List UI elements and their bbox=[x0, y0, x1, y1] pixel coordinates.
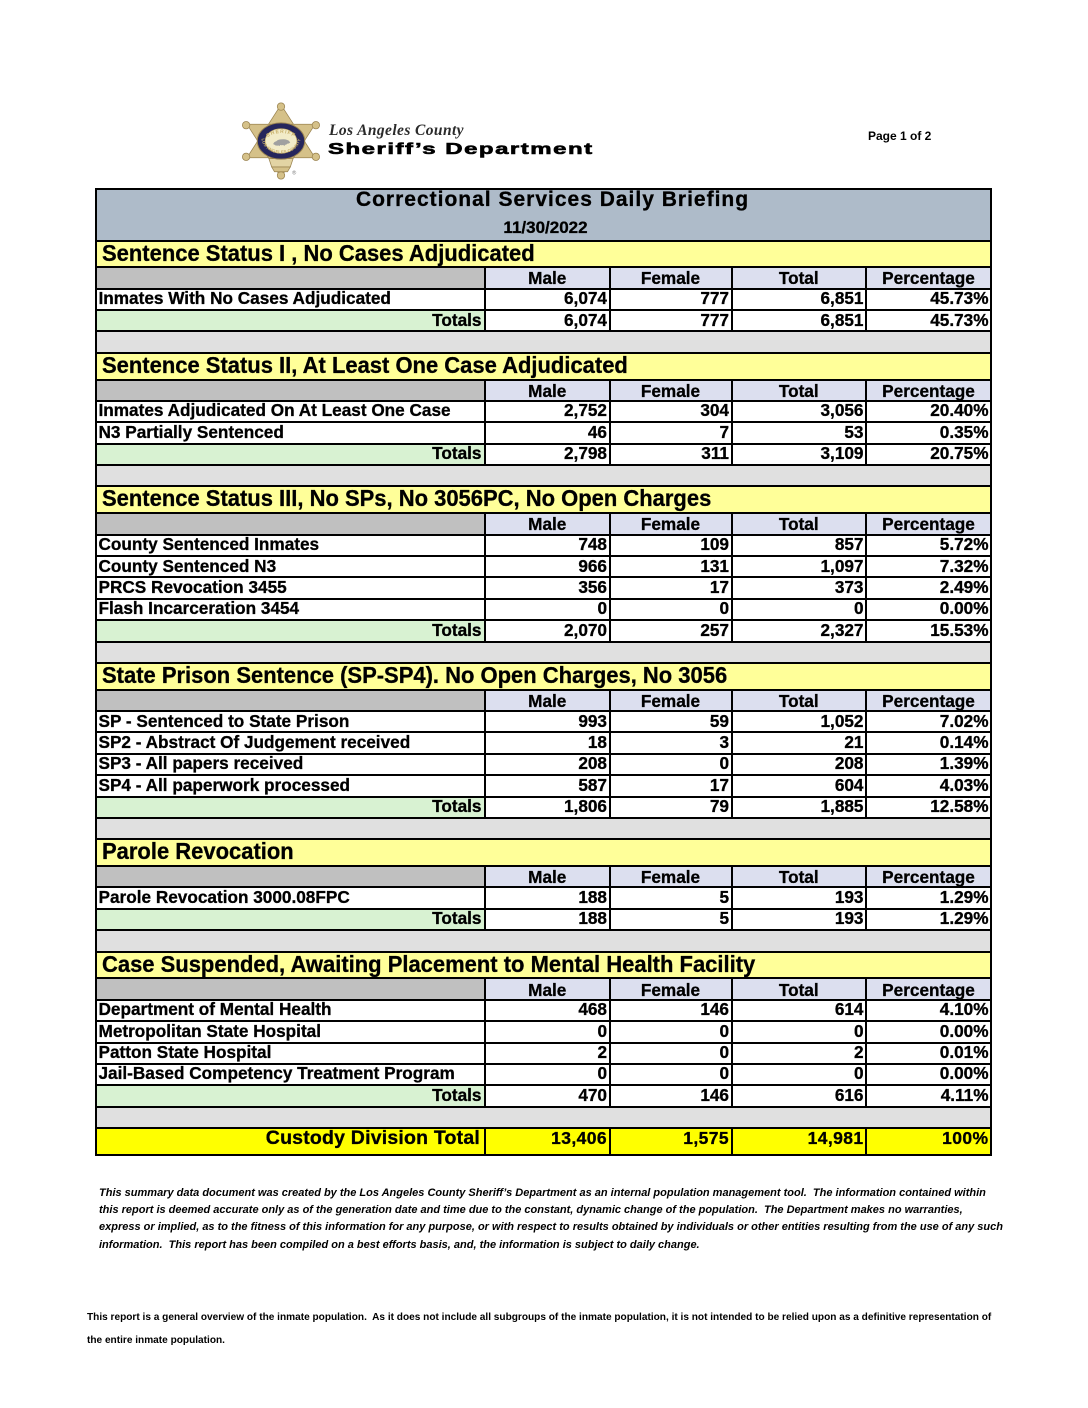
svg-text:SHERIFF: SHERIFF bbox=[265, 129, 296, 139]
svg-text:®: ® bbox=[292, 169, 297, 176]
